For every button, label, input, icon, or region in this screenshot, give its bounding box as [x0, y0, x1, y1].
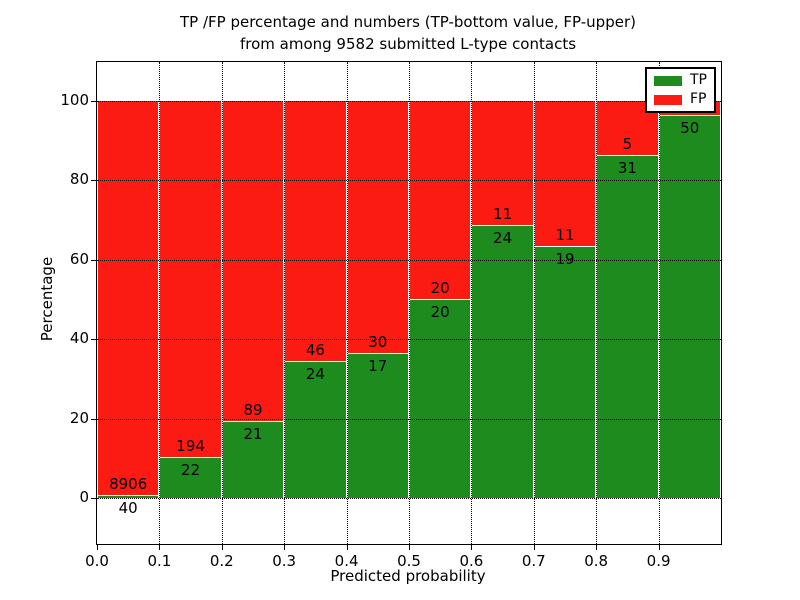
chart-title-line2: from among 9582 submitted L-type contact…	[239, 35, 577, 53]
x-axis-label: Predicted probability	[330, 567, 486, 585]
y-tick-label: 80	[69, 170, 89, 189]
fp-count-label: 8906	[109, 475, 148, 494]
x-tick-label: 0.8	[584, 552, 609, 570]
y-tick-mark	[91, 339, 97, 341]
bar-segment-fp	[160, 101, 221, 458]
gridline-vertical	[658, 62, 660, 544]
x-tick-mark	[471, 544, 473, 550]
gridline-vertical	[284, 62, 286, 544]
gridline-vertical	[159, 62, 161, 544]
bar-bin	[346, 101, 409, 498]
y-axis-label: Percentage	[38, 256, 56, 342]
x-tick-label: 0.0	[85, 552, 109, 570]
y-tick-mark	[91, 101, 97, 102]
bar-segment-fp	[285, 101, 346, 362]
bar-bin	[471, 101, 534, 498]
legend-item-tp: TP	[654, 73, 707, 88]
x-tick-label: 0.5	[397, 552, 421, 570]
x-tick-label: 0.6	[459, 552, 484, 570]
fp-count-label: 89	[243, 401, 263, 420]
fp-count-label: 11	[555, 225, 575, 244]
gridline-vertical	[346, 62, 348, 544]
y-tick-label: 40	[69, 329, 89, 348]
bar-segment-fp	[472, 101, 533, 226]
tp-count-label: 20	[430, 302, 450, 321]
x-tick-label: 0.1	[147, 552, 172, 570]
gridline-vertical	[471, 62, 473, 544]
bar-bin	[658, 101, 721, 498]
bar-bin	[284, 101, 347, 498]
bar-bin	[221, 101, 285, 498]
bar-segment-fp	[534, 101, 596, 247]
x-tick-label: 0.4	[334, 552, 359, 570]
x-tick-label: 0.2	[209, 552, 234, 570]
bar-bin	[533, 101, 597, 498]
tp-legend-label: TP	[690, 72, 707, 88]
y-tick-mark	[91, 418, 97, 420]
tp-count-label: 22	[181, 460, 201, 479]
fp-count-label: 5	[622, 135, 633, 154]
plot-area: TP FP 8906 40 194 22 89 21 46 24 30 17 20 20 11 24 11 1…	[60, 61, 722, 570]
gridline-vertical	[409, 62, 410, 544]
x-tick-label: 0.3	[272, 552, 297, 570]
fp-count-label: 30	[368, 333, 388, 352]
x-tick-mark	[658, 544, 660, 550]
y-tick-mark	[91, 498, 97, 499]
y-tick-label: 100	[60, 91, 89, 109]
bar-bin	[409, 101, 472, 498]
bar-segment-fp	[98, 101, 159, 497]
x-tick-mark	[97, 544, 98, 550]
chart-title-line1: TP /FP percentage and numbers (TP-bottom…	[180, 13, 636, 31]
x-tick-mark	[596, 544, 598, 550]
tp-count-label: 24	[305, 364, 325, 383]
x-tick-mark	[284, 544, 286, 550]
bar-bin	[159, 101, 222, 498]
x-tick-mark	[221, 544, 223, 550]
y-tick-mark	[91, 180, 97, 182]
fp-count-label: 46	[305, 340, 325, 359]
fp-count-label: 11	[493, 204, 513, 223]
legend: TP FP	[645, 67, 716, 113]
y-tick-mark	[91, 259, 97, 261]
y-tick-label: 20	[69, 408, 89, 427]
tp-count-label: 40	[118, 499, 138, 518]
bar-segment-fp	[347, 101, 408, 355]
bar-segment-fp	[222, 101, 284, 423]
x-tick-label: 0.9	[646, 552, 671, 570]
tp-count-label: 17	[368, 357, 388, 376]
bar-bin	[97, 101, 160, 498]
y-tick-label: 60	[69, 249, 89, 268]
chart-title: TP /FP percentage and numbers (TP-bottom…	[96, 11, 720, 55]
tp-count-label: 31	[617, 159, 637, 178]
x-tick-mark	[409, 544, 410, 550]
x-tick-label: 0.7	[521, 552, 546, 570]
tp-count-label: 24	[493, 228, 513, 247]
x-tick-mark	[346, 544, 348, 550]
fp-count-label: 20	[430, 278, 450, 297]
tp-legend-swatch	[654, 75, 682, 86]
gridline-vertical	[221, 62, 223, 544]
fp-count-label: 194	[176, 436, 205, 455]
legend-item-fp: FP	[654, 92, 707, 107]
gridline-vertical	[596, 62, 598, 544]
tp-count-label: 50	[680, 119, 700, 138]
tp-count-label: 19	[555, 249, 575, 268]
x-tick-mark	[159, 544, 161, 550]
tp-count-label: 21	[243, 425, 263, 444]
y-tick-label: 0	[79, 488, 89, 506]
bar-segment-fp	[410, 101, 471, 300]
fp-legend-swatch	[654, 94, 682, 105]
bar-bin	[596, 101, 659, 498]
gridline-vertical	[533, 62, 535, 544]
fp-legend-label: FP	[690, 91, 707, 107]
x-tick-mark	[533, 544, 535, 550]
